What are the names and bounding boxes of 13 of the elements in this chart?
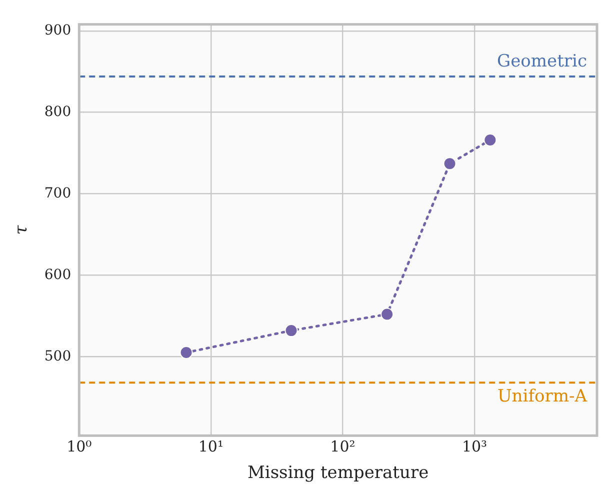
y-tick-label: 900 — [44, 22, 72, 39]
y-tick-label: 600 — [44, 266, 72, 283]
x-tick-label: 10⁰ — [66, 437, 92, 456]
y-tick-label: 800 — [44, 104, 72, 120]
ref-line-label: Geometric — [497, 51, 587, 72]
y-axis-title: τ — [12, 224, 32, 235]
x-tick-label: 10² — [330, 437, 356, 456]
ref-line-label: Uniform-A — [497, 386, 588, 407]
y-tick-label: 700 — [44, 185, 72, 202]
x-tick-label: 10¹ — [198, 437, 224, 456]
y-tick-label: 500 — [44, 348, 72, 364]
x-axis-title: Missing temperature — [247, 463, 429, 484]
x-tick-label: 10³ — [462, 437, 488, 456]
